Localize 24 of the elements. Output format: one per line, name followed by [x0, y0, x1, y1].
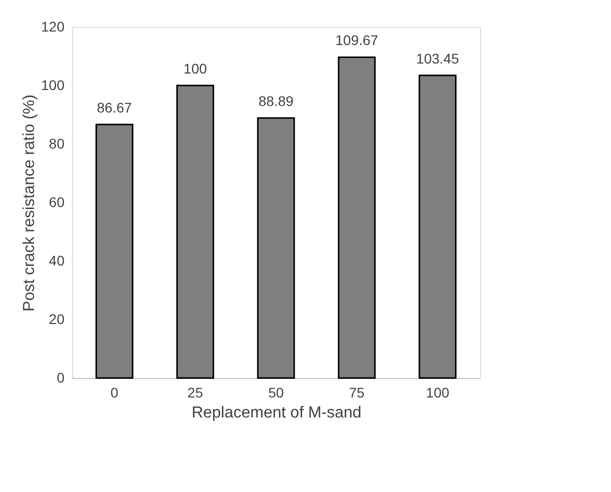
- y-tick-label: 100: [41, 77, 65, 93]
- x-tick-label: 100: [426, 384, 450, 400]
- x-tick-label: 25: [187, 384, 204, 400]
- data-label: 86.67: [96, 99, 132, 116]
- data-label: 109.67: [335, 32, 378, 48]
- data-label: 103.45: [416, 50, 460, 66]
- y-tick-label: 120: [41, 18, 65, 34]
- y-tick-label: 20: [48, 311, 65, 327]
- y-tick-label: 80: [48, 136, 65, 152]
- bar: [418, 74, 457, 379]
- y-tick-label: 0: [56, 370, 65, 386]
- bar: [176, 84, 214, 379]
- x-tick-label: 50: [268, 384, 284, 400]
- x-tick-label: 75: [349, 384, 365, 400]
- data-label: 100: [184, 60, 208, 76]
- bar: [338, 56, 376, 379]
- x-tick-label: 0: [110, 384, 119, 400]
- x-axis-title: Replacement of M-sand: [192, 404, 362, 422]
- bar: [257, 117, 295, 379]
- y-tick-label: 40: [48, 252, 65, 268]
- y-tick-label: 60: [48, 194, 65, 210]
- data-label: 88.89: [258, 92, 294, 109]
- y-axis-title: Post crack resistance ratio (%): [21, 94, 38, 312]
- bar: [95, 124, 134, 379]
